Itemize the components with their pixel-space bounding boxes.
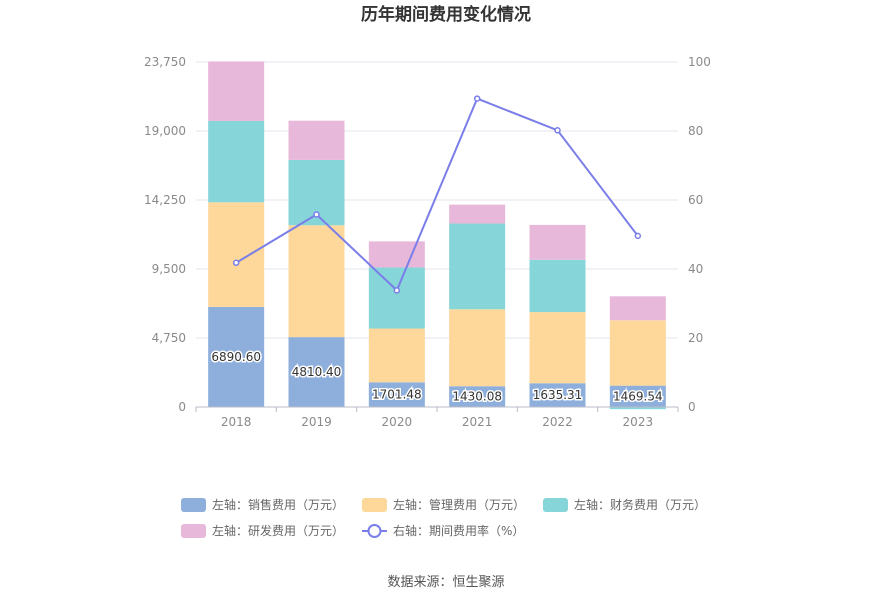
y-left-tick-label: 4,750 [152, 331, 186, 345]
axes: 0 0 4,750 20 9,500 40 14,250 60 19,000 80 23,750 10… [144, 55, 711, 429]
bar-segment [288, 120, 345, 160]
bar-segment [208, 61, 265, 121]
bar-segment [288, 225, 345, 338]
legend-label: 右轴：期间费用率（%） [393, 523, 524, 538]
rate-point [232, 259, 240, 267]
y-right-tick-label: 100 [688, 55, 711, 69]
rate-point [554, 127, 561, 134]
rate-line [232, 95, 642, 294]
legend-label: 左轴：财务费用（万元） [574, 497, 706, 512]
bars [208, 61, 666, 410]
bar-segment [609, 296, 666, 321]
legend: 左轴：销售费用（万元） 左轴：管理费用（万元） 左轴：财务费用（万元） 左轴：研发费用… [181, 497, 706, 538]
bar-segment [208, 306, 265, 407]
bar-segment [208, 202, 265, 307]
y-right-tick-label: 40 [688, 262, 703, 276]
legend-marker-swatch [367, 524, 382, 538]
bar-segment [609, 407, 666, 410]
legend-swatch [181, 524, 206, 538]
gridlines [196, 61, 678, 339]
legend-swatch [362, 498, 387, 512]
x-tick-label: 2021 [462, 415, 493, 429]
bar-segment [449, 204, 506, 224]
rate-point [634, 232, 642, 240]
bar-segment [529, 224, 586, 260]
bar-segment [609, 385, 666, 407]
legend-label: 左轴：管理费用（万元） [393, 497, 525, 512]
chart-title: 历年期间费用变化情况 [361, 4, 531, 25]
rate-line-path [235, 97, 639, 293]
data-label: 4810.40 [292, 365, 342, 379]
bar-segment [529, 383, 586, 407]
rate-point [393, 287, 401, 294]
data-label: 6890.60 [211, 350, 261, 364]
legend-swatch [181, 498, 206, 512]
bar-segment [368, 328, 425, 383]
y-left-tick-label: 9,500 [152, 262, 186, 276]
x-tick-label: 2023 [623, 415, 654, 429]
bar-segment [368, 382, 425, 407]
y-left-tick-label: 19,000 [144, 124, 186, 138]
x-tick-label: 2019 [301, 415, 332, 429]
legend-label: 左轴：研发费用（万元） [212, 523, 344, 538]
source-note: 数据来源：恒生聚源 [387, 575, 504, 590]
x-tick-label: 2020 [382, 415, 413, 429]
y-right-tick-label: 20 [688, 331, 703, 345]
bar-segment [449, 309, 506, 387]
bar-segment [288, 337, 345, 407]
bar-segment [529, 259, 586, 313]
y-right-tick-label: 0 [688, 400, 696, 414]
data-label: 1469.54 [613, 389, 663, 403]
x-tick-label: 2018 [221, 415, 252, 429]
y-right-tick-label: 60 [688, 193, 703, 207]
rate-point [473, 95, 481, 102]
data-label: 1635.31 [533, 388, 583, 402]
bar-segment [208, 120, 265, 203]
legend-swatch [543, 498, 568, 512]
y-left-tick-label: 0 [178, 400, 186, 414]
y-left-tick-label: 14,250 [144, 193, 186, 207]
data-label: 1701.48 [372, 388, 422, 402]
bar-segment [449, 223, 506, 310]
y-right-tick-label: 80 [688, 124, 703, 138]
rate-point [313, 211, 320, 218]
data-label: 1430.08 [452, 390, 502, 404]
bar-segment [449, 386, 506, 407]
x-tick-label: 2022 [542, 415, 573, 429]
bar-segment [609, 320, 666, 386]
y-left-tick-label: 23,750 [144, 55, 186, 69]
bar-segment [368, 267, 425, 329]
data-labels: 6890.60 4810.40 1701.48 1430.08 1635.31 1469.… [210, 348, 664, 405]
legend-label: 左轴：销售费用（万元） [212, 497, 344, 512]
bar-segment [529, 312, 586, 384]
